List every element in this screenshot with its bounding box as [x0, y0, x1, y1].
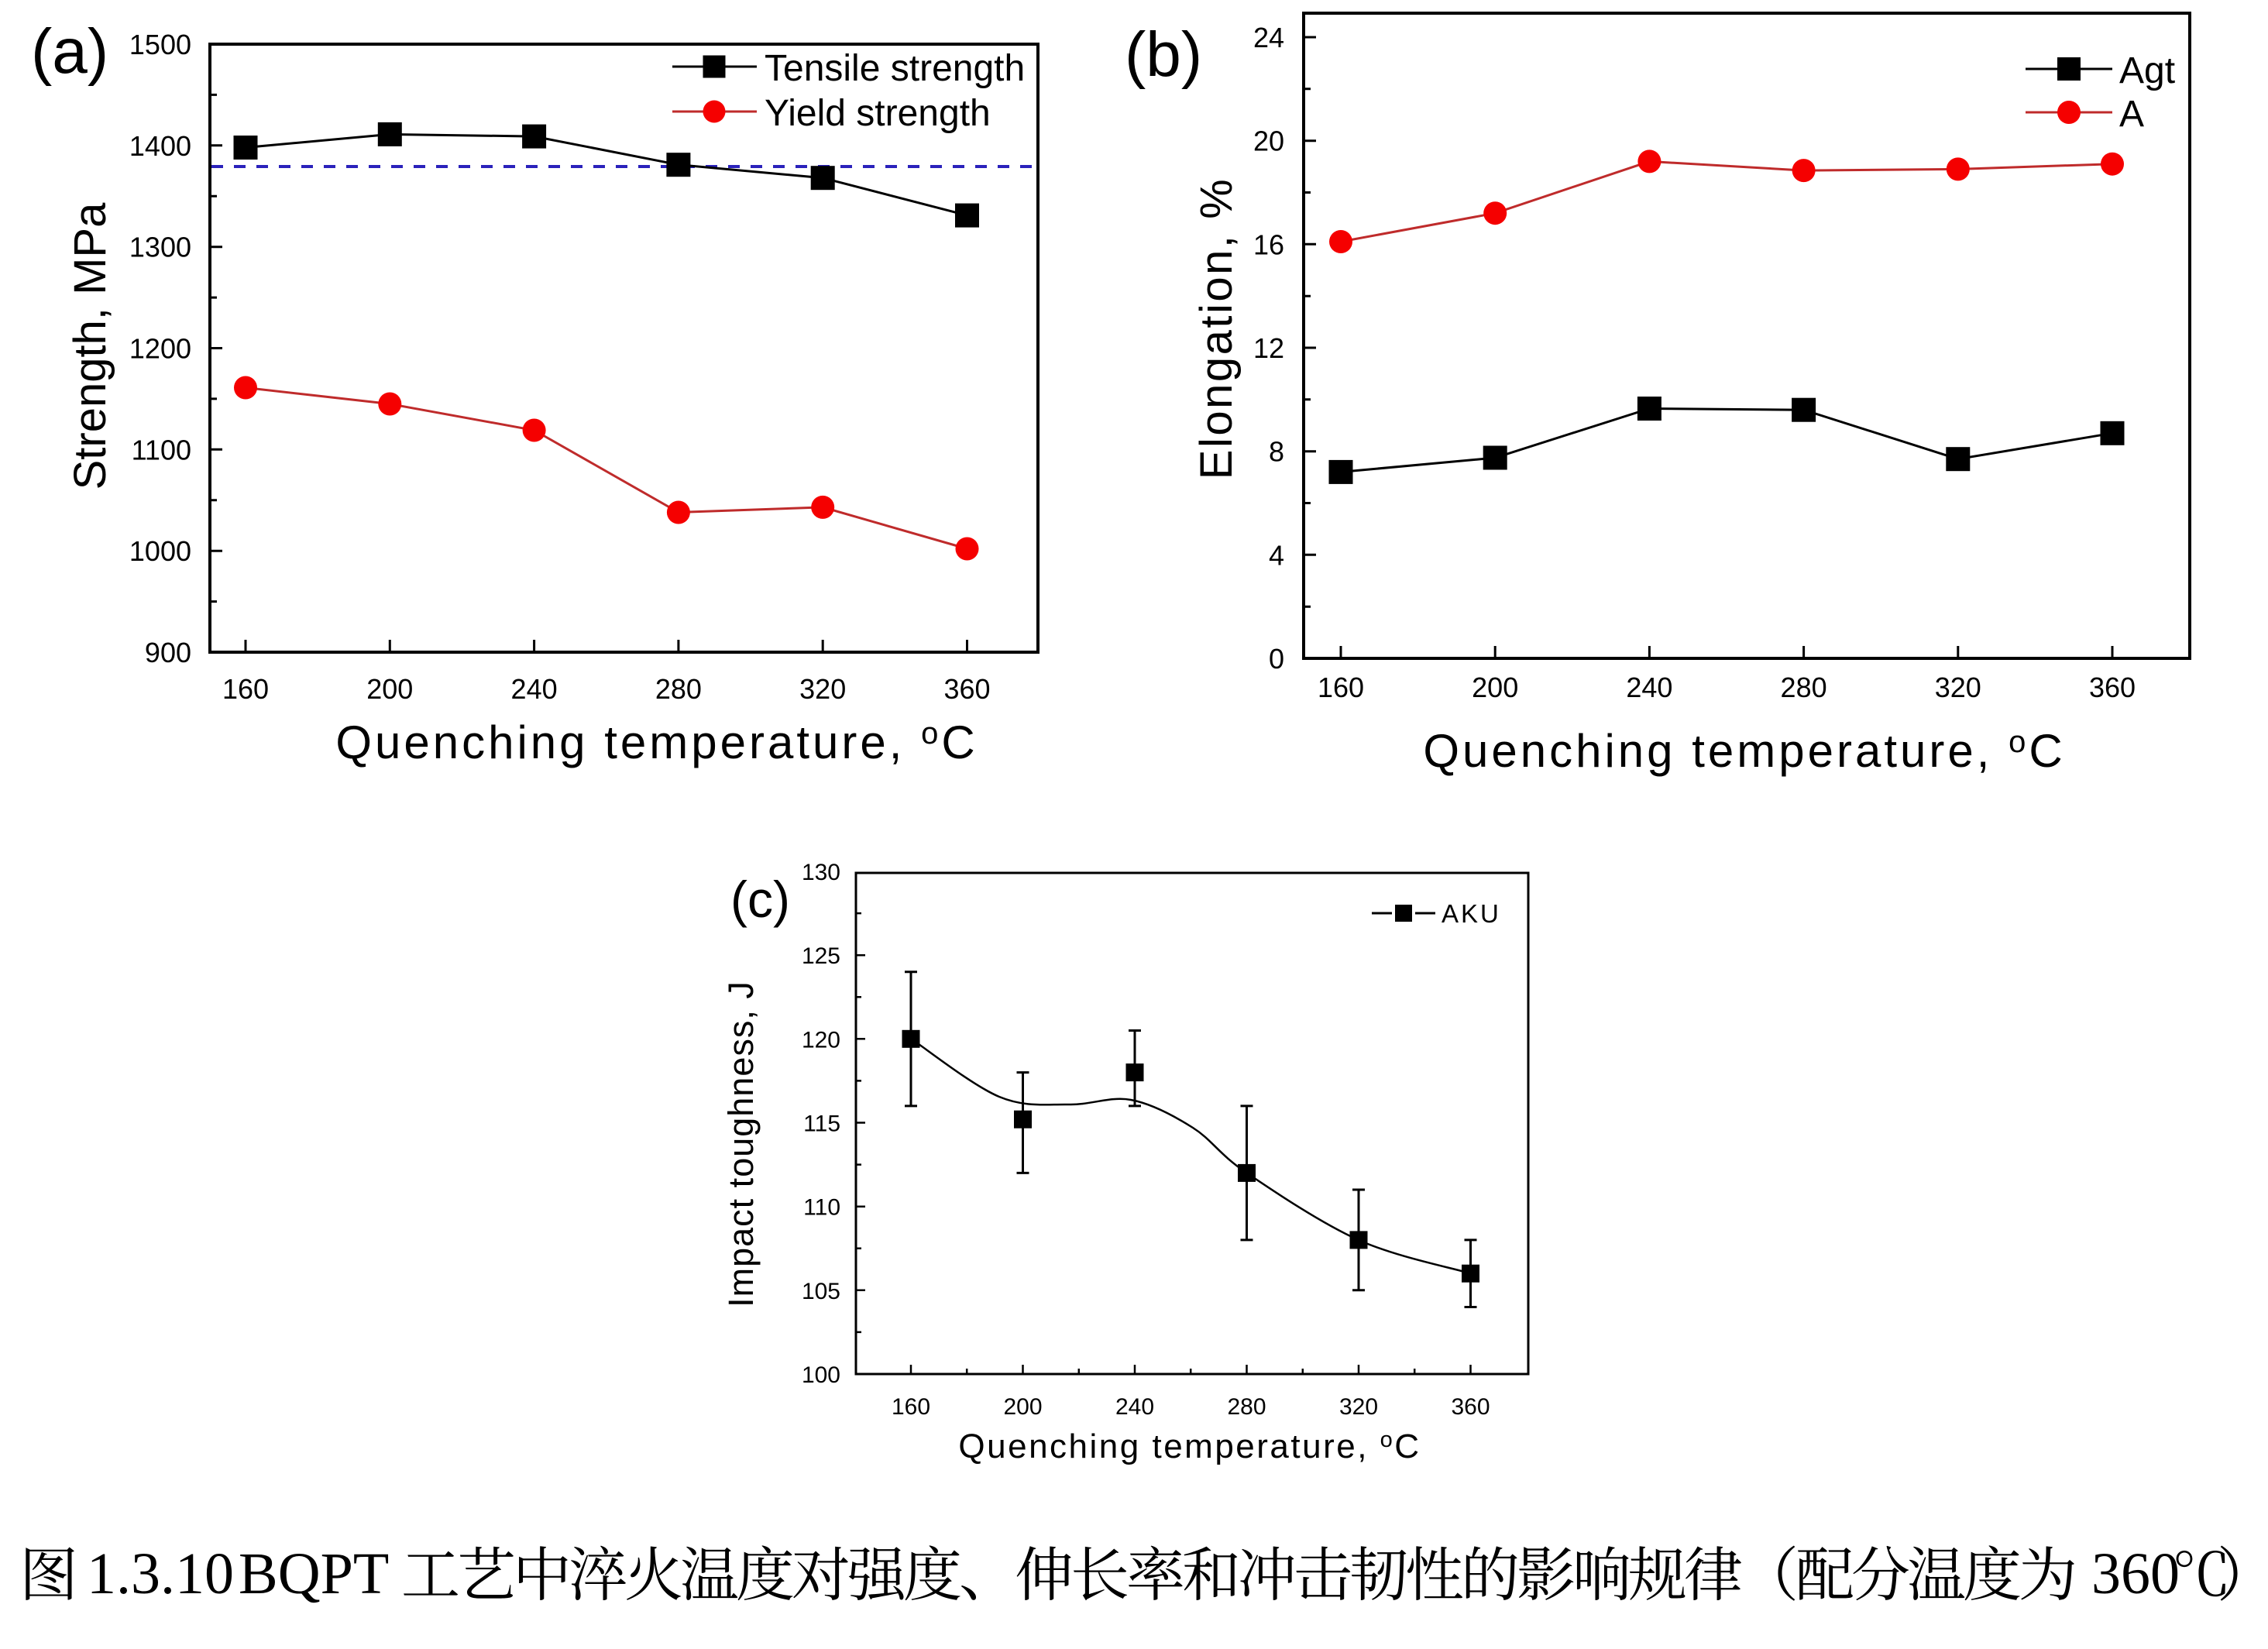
- svg-text:(a): (a): [31, 16, 108, 87]
- svg-text:A: A: [2119, 94, 2144, 135]
- svg-text:100: 100: [802, 1362, 840, 1388]
- svg-text:1100: 1100: [132, 434, 191, 465]
- svg-text:320: 320: [1339, 1394, 1378, 1420]
- svg-text:240: 240: [1115, 1394, 1154, 1420]
- svg-text:900: 900: [145, 637, 191, 668]
- svg-text:1.3.10: 1.3.10: [87, 1541, 234, 1606]
- svg-text:8: 8: [1269, 436, 1284, 468]
- svg-text:130: 130: [802, 860, 840, 885]
- svg-text:160: 160: [892, 1394, 930, 1420]
- svg-text:12: 12: [1253, 332, 1284, 364]
- svg-text:(b): (b): [1125, 19, 1202, 90]
- svg-text:240: 240: [511, 673, 558, 705]
- svg-text:280: 280: [655, 673, 702, 705]
- svg-text:200: 200: [366, 673, 413, 705]
- svg-text:Agt: Agt: [2119, 50, 2175, 91]
- svg-text:200: 200: [1472, 672, 1518, 703]
- svg-text:160: 160: [222, 673, 269, 705]
- svg-text:16: 16: [1253, 228, 1284, 260]
- svg-text:360: 360: [943, 673, 990, 705]
- svg-text:0: 0: [1269, 643, 1284, 675]
- svg-text:24: 24: [1253, 22, 1284, 53]
- svg-text:Elongation, %: Elongation, %: [1191, 177, 1242, 479]
- svg-text:240: 240: [1626, 672, 1672, 703]
- svg-text:360: 360: [1451, 1394, 1490, 1420]
- svg-text:Tensile strength: Tensile strength: [765, 48, 1025, 89]
- svg-text:BQPT: BQPT: [239, 1541, 389, 1606]
- svg-text:280: 280: [1781, 672, 1827, 703]
- svg-text:Yield strength: Yield strength: [765, 93, 991, 134]
- svg-text:360: 360: [2089, 672, 2136, 703]
- svg-text:110: 110: [803, 1195, 840, 1221]
- svg-text:160: 160: [1318, 672, 1364, 703]
- svg-text:360: 360: [2091, 1541, 2180, 1606]
- svg-text:Quenching temperature, oC: Quenching temperature, oC: [958, 1427, 1421, 1465]
- svg-text:200: 200: [1003, 1394, 1042, 1420]
- svg-text:Quenching temperature, oC: Quenching temperature, oC: [335, 716, 978, 768]
- svg-text:(c): (c): [730, 871, 790, 928]
- svg-text:105: 105: [802, 1279, 840, 1304]
- svg-text:1500: 1500: [129, 29, 191, 60]
- svg-text:Impact toughness, J: Impact toughness, J: [721, 981, 761, 1307]
- svg-text:320: 320: [1935, 672, 1981, 703]
- svg-text:Quenching temperature, oC: Quenching temperature, oC: [1423, 725, 2065, 777]
- svg-text:20: 20: [1253, 125, 1284, 157]
- svg-text:120: 120: [802, 1027, 840, 1053]
- svg-text:AKU: AKU: [1442, 899, 1501, 928]
- svg-text:280: 280: [1227, 1394, 1266, 1420]
- svg-text:1000: 1000: [129, 535, 191, 567]
- svg-text:320: 320: [799, 673, 846, 705]
- svg-text:Strength, MPa: Strength, MPa: [65, 202, 115, 490]
- svg-text:125: 125: [802, 943, 840, 969]
- svg-text:1200: 1200: [129, 333, 191, 365]
- svg-text:1400: 1400: [129, 130, 191, 162]
- svg-text:115: 115: [803, 1111, 840, 1137]
- svg-text:1300: 1300: [129, 232, 191, 263]
- svg-text:4: 4: [1269, 539, 1284, 571]
